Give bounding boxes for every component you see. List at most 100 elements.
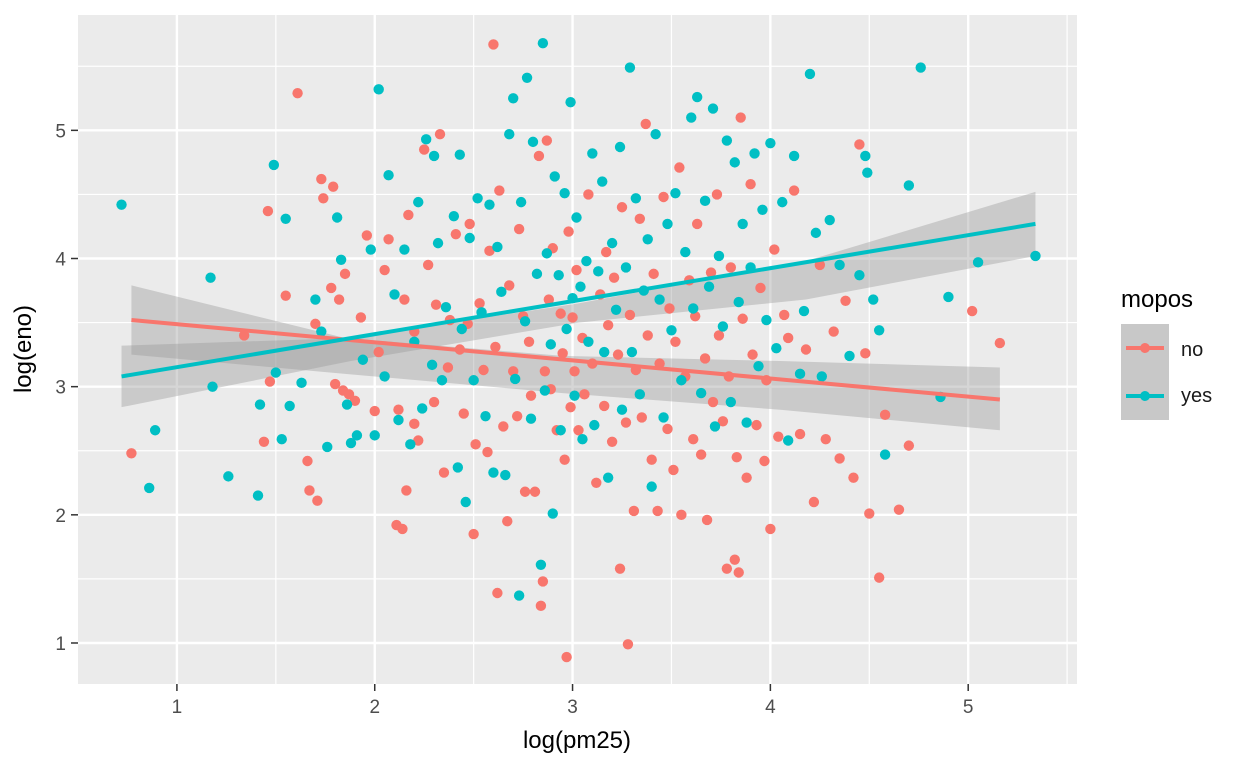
data-point-yes [804,68,816,80]
data-point-no [413,435,424,446]
data-point-yes [509,373,521,385]
data-point-no [541,135,553,146]
data-point-yes [834,259,845,271]
data-point-yes [541,248,553,259]
data-point-yes [508,93,519,104]
data-point-no [126,448,137,459]
data-point-no [600,246,612,258]
data-point-yes [733,296,744,308]
data-point-yes [373,84,384,95]
data-point-yes [519,316,531,327]
data-point-yes [383,170,394,181]
data-point-no [737,313,748,324]
data-point-no [879,409,891,421]
x-axis-title: log(pm25) [523,727,631,754]
data-point-yes [794,368,806,380]
data-point-no [238,330,250,341]
data-point-no [264,376,276,387]
data-point-yes [593,266,604,277]
data-point-no [504,280,515,291]
data-point-no [808,496,820,508]
data-point-no [788,185,800,196]
data-point-no [355,312,367,323]
data-point-yes [513,590,525,601]
data-point-no [569,366,580,377]
data-point-yes [521,72,533,83]
data-point-no [393,404,404,415]
data-point-yes [504,128,515,140]
data-point-no [539,366,551,377]
data-point-yes [413,196,424,208]
x-tick-label: 1 [172,697,183,718]
data-point-no [383,234,394,245]
data-point-yes [630,193,642,204]
data-point-yes [393,414,404,426]
data-point-no [537,576,549,587]
data-point-yes [862,167,873,178]
data-point-yes [614,141,626,153]
data-point-yes [879,449,891,460]
data-point-yes [296,377,307,389]
data-point-no [624,309,636,321]
data-point-no [646,454,657,465]
y-tick-label: 1 [55,634,66,655]
y-axis-title: log(eno) [10,305,37,393]
data-point-no [873,572,885,583]
data-point-yes [757,204,768,216]
data-point-no [642,330,653,341]
legend-label-no: no [1181,339,1203,361]
legend-label-yes: yes [1181,385,1212,407]
data-point-no [399,294,410,305]
data-point-yes [545,339,556,350]
data-point-yes [753,360,764,372]
data-point-yes [737,218,748,230]
legend-dot-yes [1140,391,1150,401]
data-point-no [599,400,610,412]
data-point-no [854,139,865,150]
data-point-no [591,477,602,488]
data-point-yes [699,195,711,207]
data-point-yes [646,481,657,492]
data-point-no [828,326,839,337]
data-point-yes [270,367,282,378]
data-point-yes [972,257,984,268]
data-point-no [741,472,752,483]
data-point-no [733,567,744,578]
data-point-yes [703,281,715,292]
data-point-no [519,486,531,497]
data-point-yes [662,218,673,230]
data-point-no [397,523,408,535]
data-point-no [428,396,440,408]
data-point-no [769,244,780,255]
legend: mopos no yes [1121,286,1212,420]
data-point-no [707,396,719,408]
data-point-no [361,230,373,241]
data-point-yes [616,404,628,415]
data-point-yes [223,471,234,482]
data-point-yes [555,425,566,436]
data-point-no [664,303,675,314]
data-point-yes [670,187,681,199]
data-point-yes [369,430,380,441]
data-point-yes [713,250,725,262]
data-point-yes [116,199,127,210]
data-point-no [403,209,414,221]
data-point-no [701,514,713,526]
data-point-yes [597,176,608,187]
data-point-yes [515,196,527,208]
data-point-yes [943,291,954,303]
data-point-no [668,464,679,476]
data-point-no [794,428,806,440]
data-point-yes [454,149,465,160]
data-point-yes [717,321,729,332]
data-point-no [721,563,733,574]
data-point-no [725,262,737,273]
data-point-yes [749,148,760,159]
data-point-no [438,467,450,478]
data-point-yes [553,269,564,281]
legend-dot-no [1140,343,1150,353]
data-point-yes [417,403,428,414]
data-point-no [616,202,628,213]
data-point-yes [549,171,560,182]
